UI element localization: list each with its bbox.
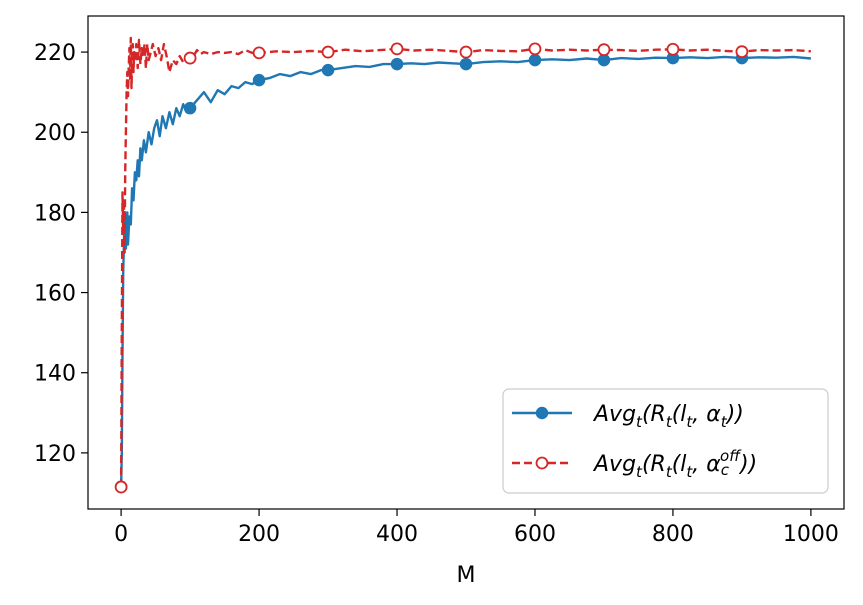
series-2-marker-800 <box>666 42 680 56</box>
series-2-marker-400 <box>390 42 404 56</box>
legend-marker-series-1 <box>535 406 549 420</box>
series-layer <box>114 36 812 494</box>
x-tick-label-0: 0 <box>114 522 128 547</box>
x-axis: 0 200 400 600 800 1000 <box>114 509 839 547</box>
legend-entry-series-2: Avgt(Rt(lt, αcoff)) <box>512 447 757 481</box>
series-2-marker-100 <box>183 51 197 65</box>
series-1-marker-700 <box>597 53 611 67</box>
series-1-marker-200 <box>252 73 266 87</box>
x-tick-label-800: 800 <box>652 522 694 547</box>
legend-entry-series-1: Avgt(Rt(lt, αt)) <box>512 402 744 431</box>
y-tick-label-200: 200 <box>34 121 76 146</box>
x-tick-label-400: 400 <box>376 522 418 547</box>
series-1-marker-500 <box>459 57 473 71</box>
series-1-marker-300 <box>321 63 335 77</box>
y-tick-label-160: 160 <box>34 282 76 307</box>
y-tick-label-220: 220 <box>34 41 76 66</box>
series-2-marker-500 <box>459 45 473 59</box>
plot-frame <box>87 15 845 510</box>
x-tick-label-1000: 1000 <box>783 522 839 547</box>
y-tick-label-120: 120 <box>34 442 76 467</box>
y-tick-label-140: 140 <box>34 362 76 387</box>
x-tick-label-600: 600 <box>514 522 556 547</box>
legend-label-series-2: Avgt(Rt(lt, αcoff)) <box>592 447 757 481</box>
series-2-marker-300 <box>321 45 335 59</box>
x-axis-title: M <box>457 563 476 588</box>
series-2-marker-200 <box>252 46 266 60</box>
series-line-1 <box>119 55 812 488</box>
series-2-marker-600 <box>528 42 542 56</box>
legend-box <box>502 388 829 494</box>
series-1-marker-600 <box>528 53 542 67</box>
legend-label-series-1: Avgt(Rt(lt, αt)) <box>592 402 744 431</box>
series-2-marker-700 <box>597 43 611 57</box>
legend-marker-series-2 <box>535 456 549 470</box>
legend: Avgt(Rt(lt, αt)) Avgt(Rt(lt, αcoff)) <box>502 388 829 494</box>
series-2-marker-900 <box>735 45 749 59</box>
y-tick-label-180: 180 <box>34 201 76 226</box>
series-1-marker-400 <box>390 57 404 71</box>
y-axis: 120 140 160 180 200 220 <box>34 41 88 467</box>
x-tick-label-200: 200 <box>238 522 280 547</box>
series-2-marker-0 <box>114 480 128 494</box>
series-1-marker-100 <box>183 101 197 115</box>
